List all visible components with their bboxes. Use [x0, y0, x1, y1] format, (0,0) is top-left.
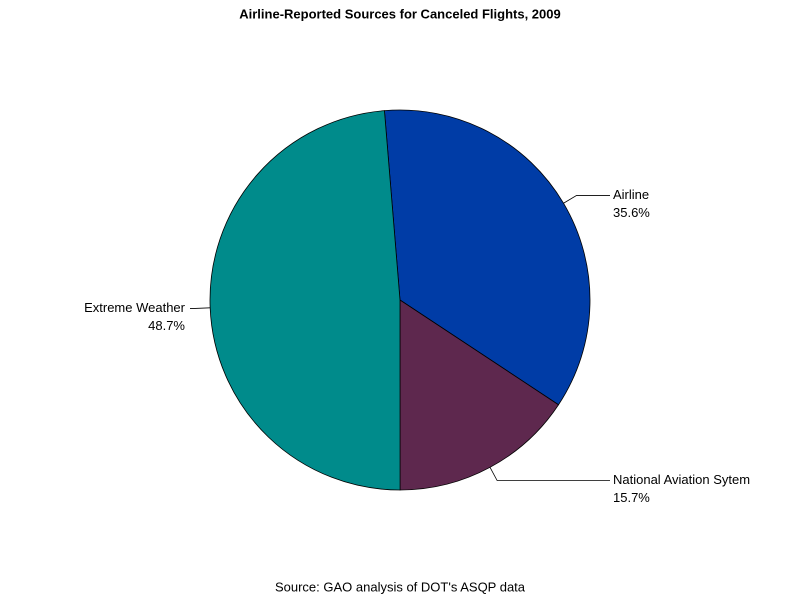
leader-line — [190, 307, 211, 309]
leader-line — [489, 467, 610, 481]
value-label: 48.7% — [148, 318, 185, 333]
pie-slice — [384, 109, 591, 406]
pie-slice — [209, 110, 401, 491]
slice-label: Extreme Weather — [84, 300, 186, 315]
leader-line — [563, 195, 610, 204]
chart-title: Airline-Reported Sources for Canceled Fl… — [239, 6, 560, 21]
pie-slice — [399, 299, 560, 491]
slice-label: National Aviation Sytem — [613, 472, 750, 487]
value-label: 35.6% — [613, 205, 650, 220]
value-label: 15.7% — [613, 490, 650, 505]
source-note: Source: GAO analysis of DOT's ASQP data — [275, 579, 526, 594]
slice-label: Airline — [613, 187, 649, 202]
